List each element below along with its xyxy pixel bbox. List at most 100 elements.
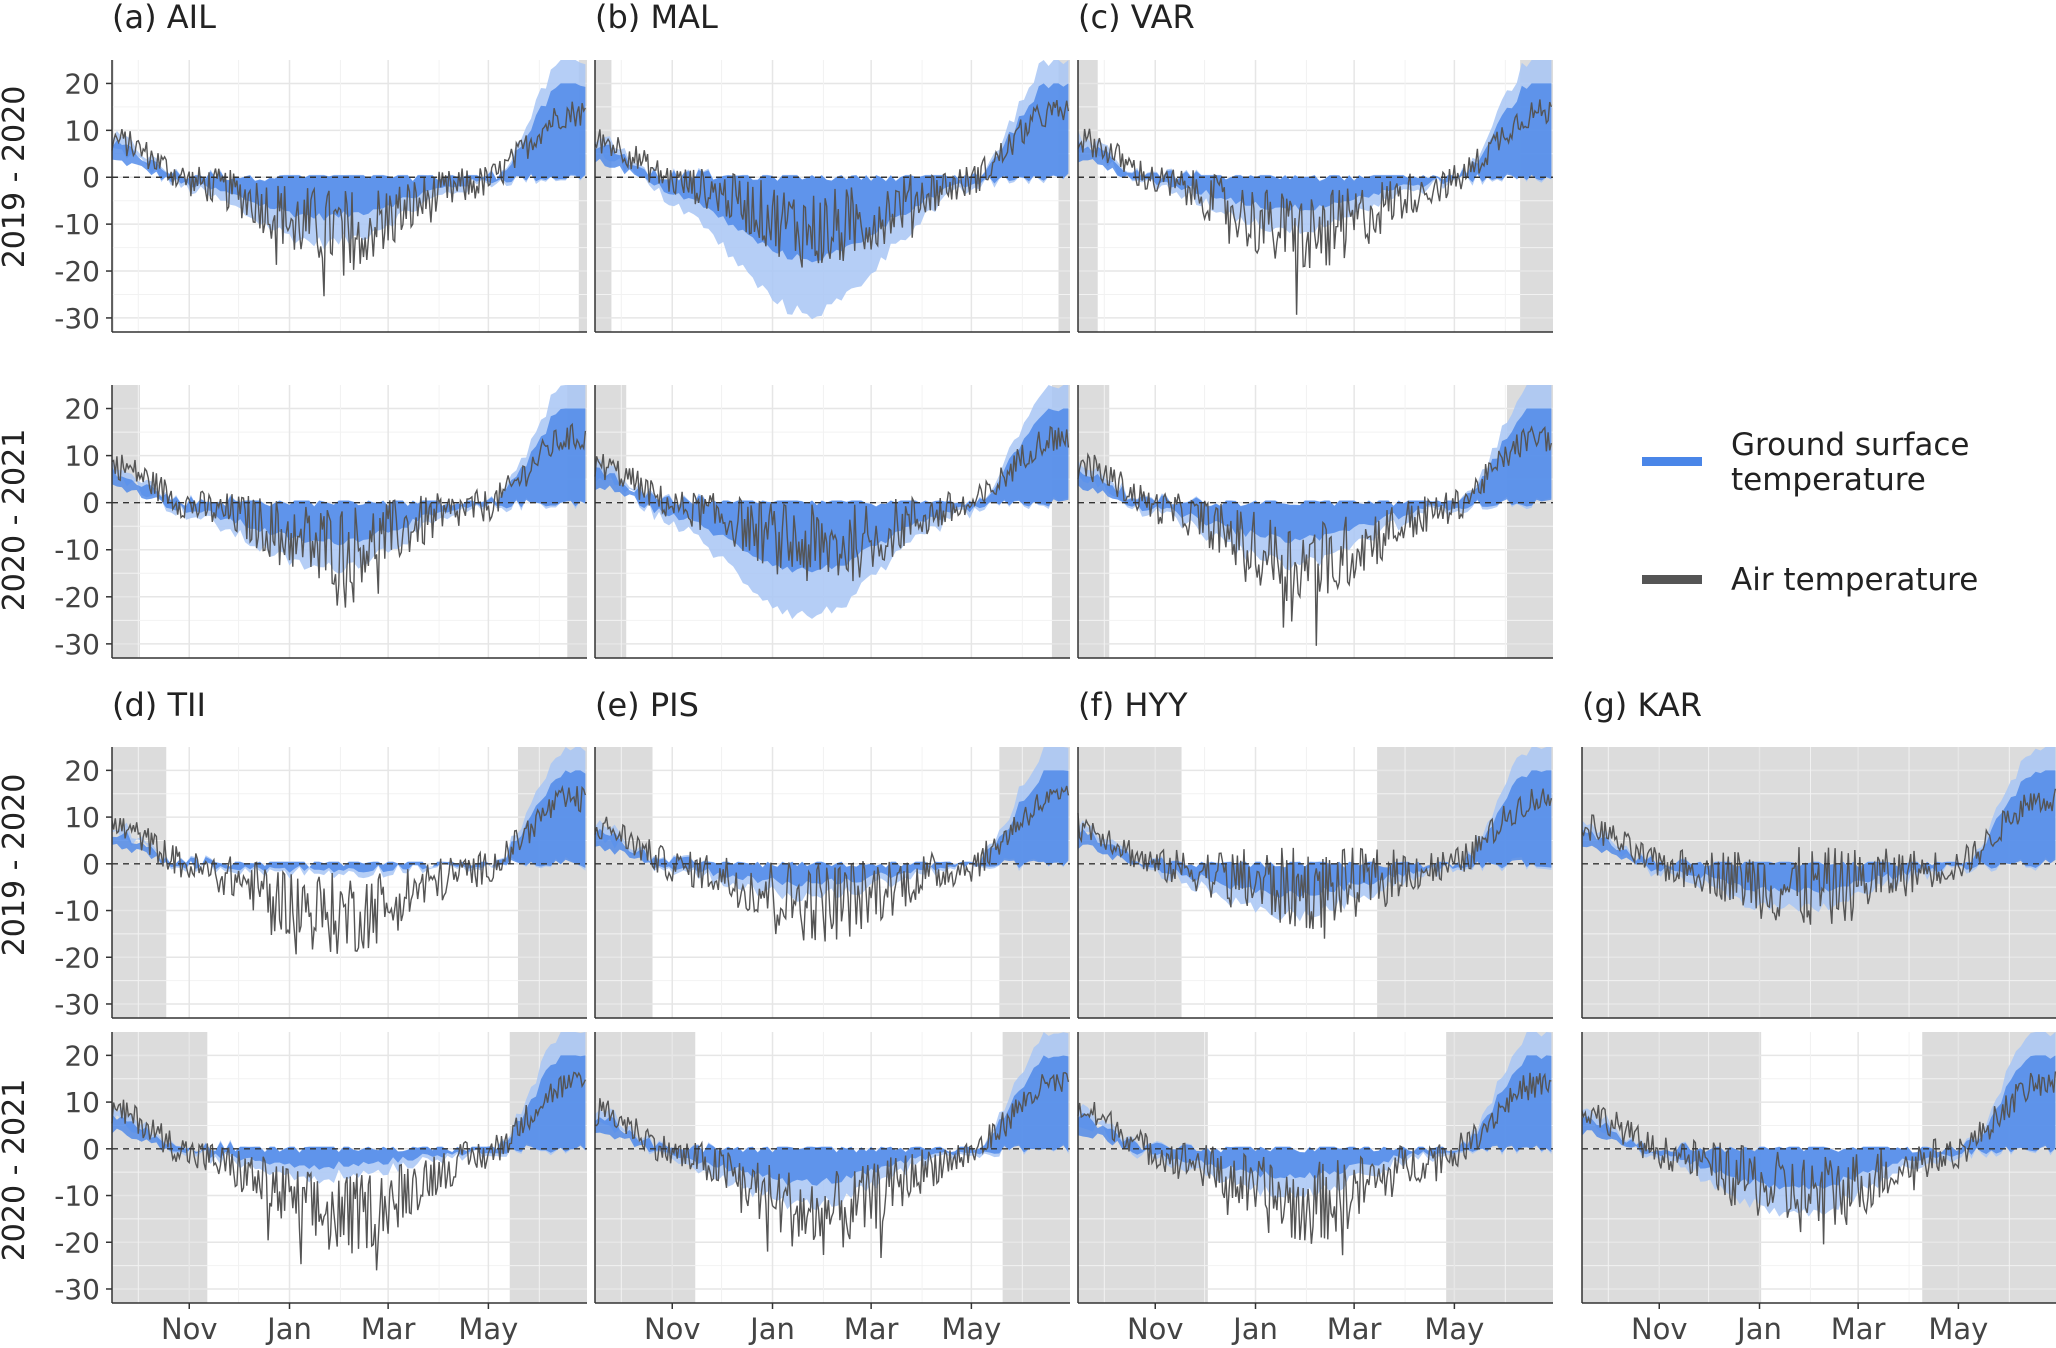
legend: Ground surface temperature Air temperatu… [1642, 427, 1978, 598]
ground-temperature-core [1582, 770, 2056, 893]
y-tick-label: -20 [54, 581, 100, 614]
y-tick-label: 0 [82, 487, 100, 520]
y-tick-label: -20 [54, 255, 100, 288]
y-tick-label: 20 [64, 1039, 100, 1072]
y-tick-label: -30 [54, 628, 100, 661]
y-tick-label: 0 [82, 161, 100, 194]
y-tick-label: 20 [64, 393, 100, 426]
x-tick-label: Mar [361, 1312, 416, 1346]
ground-temperature-core [1078, 408, 1552, 544]
y-tick-label: 0 [82, 1133, 100, 1166]
x-tick-label: Jan [1231, 1312, 1278, 1346]
y-tick-label: 10 [64, 114, 100, 147]
row-label-top-1: 2019 - 2020 [0, 86, 32, 269]
panel-b: (b) MAL [594, 0, 1070, 659]
y-tick-label: 10 [64, 801, 100, 834]
panel-a: (a) AIL 20 10 0 -10 -20 -30 20 10 0 -10 -20 -30 [54, 0, 587, 661]
y-tick-label: -20 [54, 1226, 100, 1259]
row-label-top-2: 2020 - 2021 [0, 429, 32, 612]
air-temperature-line [594, 425, 1070, 582]
snow-free-period [1078, 747, 1182, 1018]
y-tick-label: 20 [64, 754, 100, 787]
x-tick-label: Nov [644, 1312, 701, 1346]
panel-g: (g) KAR Nov Jan Mar May [1581, 686, 2056, 1346]
y-tick-label: -10 [54, 1180, 100, 1213]
y-tick-label: -10 [54, 895, 100, 928]
snow-free-period [1058, 60, 1070, 332]
subplot-c-1 [1077, 60, 1553, 333]
panel-f: (f) HYY Nov Jan Mar May [1077, 686, 1553, 1346]
y-tick-label: -10 [54, 534, 100, 567]
air-temperature-line [111, 101, 587, 297]
air-temperature-line [1077, 788, 1553, 939]
air-temperature-line [594, 99, 1070, 268]
subplot-g-2: Nov Jan Mar May [1581, 1032, 2056, 1346]
subplot-e-2: Nov Jan Mar May [594, 1032, 1070, 1346]
subplot-b-1 [594, 60, 1070, 333]
snow-free-period [1078, 60, 1098, 332]
air-temperature-line [1581, 1071, 2056, 1245]
panel-title: (d) TII [112, 686, 206, 724]
panel-title: (f) HYY [1078, 686, 1188, 724]
ground-temperature-core [595, 408, 1069, 573]
legend-air-key [1642, 575, 1702, 584]
x-tick-label: Nov [1631, 1312, 1688, 1346]
panel-d: (d) TII 20 10 0 -10 -20 -30 20 10 0 -10 -20 -30 Nov Ja… [54, 686, 587, 1346]
x-tick-label: Mar [1327, 1312, 1382, 1346]
ground-temperature-core [1078, 770, 1552, 899]
y-tick-label: -30 [54, 302, 100, 335]
snow-free-period [112, 60, 114, 332]
panels-group: (a) AIL 20 10 0 -10 -20 -30 20 10 0 -10 -20 -30 (b) M… [54, 0, 2056, 1346]
y-tick-label: 20 [64, 67, 100, 100]
snow-free-period [595, 1032, 696, 1303]
x-tick-label: May [941, 1312, 1001, 1346]
x-tick-label: Nov [1127, 1312, 1184, 1346]
subplot-f-2: Nov Jan Mar May [1077, 1032, 1553, 1346]
x-tick-label: Jan [265, 1312, 312, 1346]
subplot-a-2: 20 10 0 -10 -20 -30 [54, 385, 587, 661]
snow-free-period [112, 747, 167, 1018]
x-tick-label: Mar [844, 1312, 899, 1346]
panel-c: (c) VAR [1077, 0, 1553, 659]
row-label-bottom-2: 2020 - 2021 [0, 1079, 32, 1262]
x-tick-label: May [458, 1312, 518, 1346]
panel-title: (c) VAR [1078, 0, 1195, 36]
legend-ground-label-line1: Ground surface [1731, 427, 1969, 463]
subplot-g-1 [1581, 747, 2056, 1019]
ground-temperature-core [112, 770, 586, 873]
air-temperature-line [1077, 1072, 1552, 1256]
subplot-c-2 [1077, 385, 1553, 659]
air-temperature-line [1077, 425, 1553, 646]
subplot-e-1 [594, 747, 1070, 1019]
panel-title: (b) MAL [595, 0, 718, 36]
ground-temperature-core [112, 83, 586, 221]
x-tick-label: May [1928, 1312, 1988, 1346]
y-tick-label: -20 [54, 941, 100, 974]
air-temperature-line [111, 784, 587, 955]
panel-title: (a) AIL [112, 0, 216, 36]
x-tick-label: Mar [1831, 1312, 1886, 1346]
panel-title: (g) KAR [1582, 686, 1702, 724]
panel-title: (e) PIS [595, 686, 699, 724]
subplot-f-1 [1077, 747, 1553, 1019]
y-tick-label: 0 [82, 848, 100, 881]
air-temperature-line [111, 422, 587, 608]
subplot-b-2 [594, 385, 1070, 659]
ground-temperature-envelope [1078, 385, 1552, 571]
legend-ground-label-line2: temperature [1731, 462, 1926, 498]
snow-free-period [595, 60, 612, 332]
row-label-bottom-1: 2019 - 2020 [0, 774, 32, 957]
legend-air-label: Air temperature [1731, 562, 1978, 598]
subplot-d-2: 20 10 0 -10 -20 -30 Nov Jan Mar May [54, 1032, 587, 1346]
snow-free-period [595, 747, 653, 1018]
y-tick-label: -30 [54, 988, 100, 1021]
air-temperature-line [594, 1071, 1070, 1259]
air-temperature-line [111, 1071, 587, 1271]
ground-temperature-envelope [1582, 1032, 2056, 1217]
ground-temperature-envelope [112, 60, 586, 250]
y-tick-label: -30 [54, 1273, 100, 1306]
snow-free-period [578, 60, 587, 332]
ground-temperature-envelope [112, 385, 586, 574]
x-tick-label: Jan [1735, 1312, 1782, 1346]
